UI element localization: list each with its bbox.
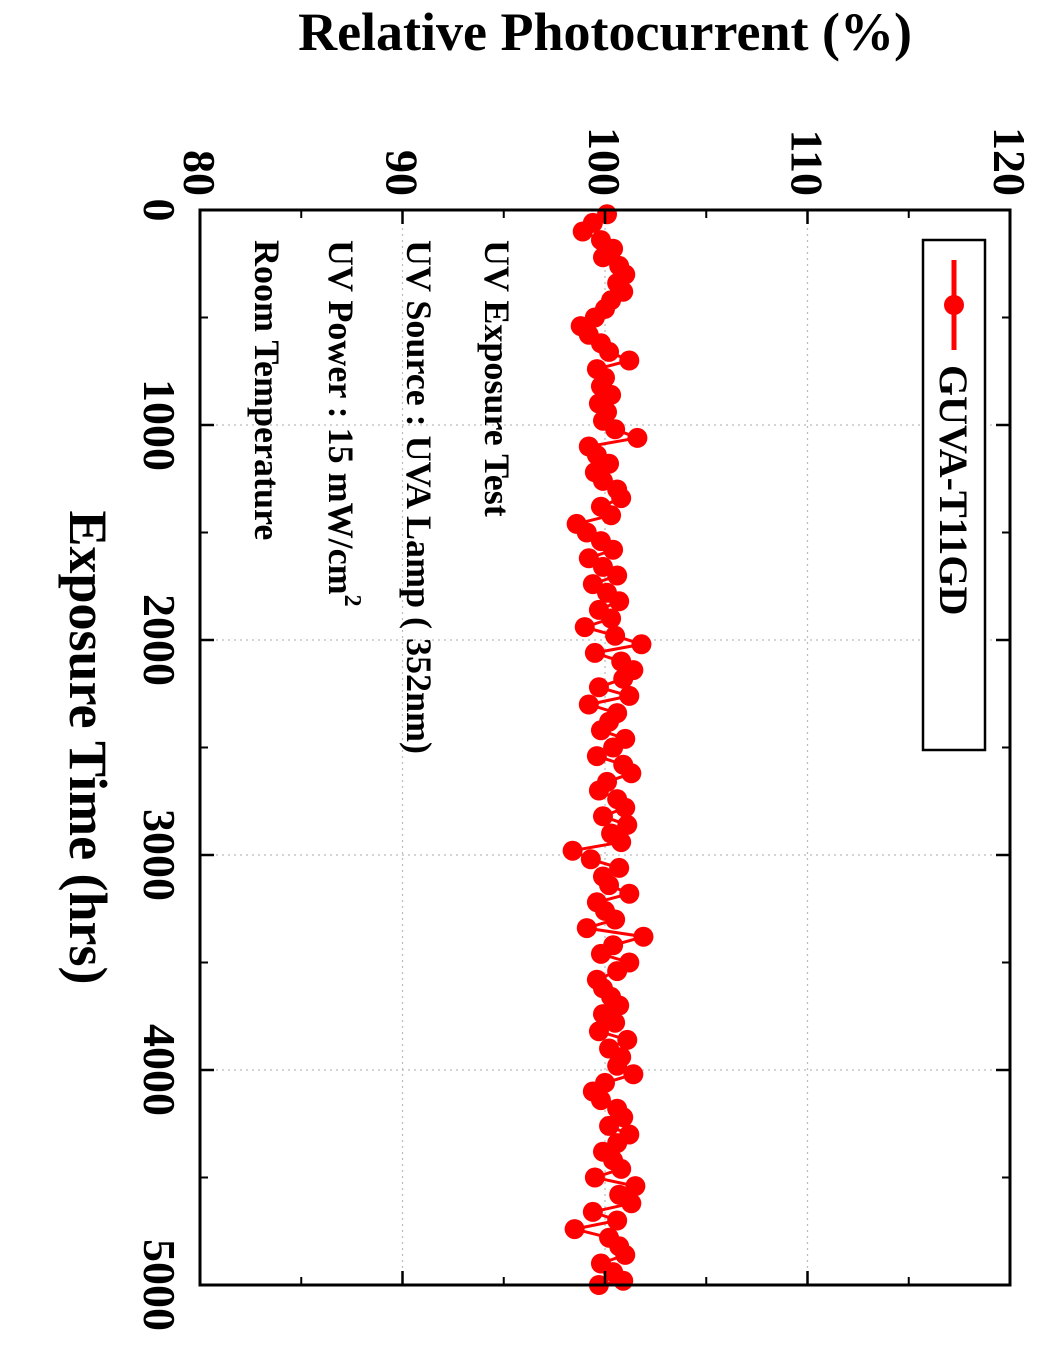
data-point <box>572 221 593 242</box>
legend: GUVA-T11GD <box>921 238 987 752</box>
data-point <box>603 737 624 758</box>
data-point <box>603 539 624 560</box>
data-point <box>625 1176 646 1197</box>
data-point <box>607 1210 628 1231</box>
data-point <box>584 642 605 663</box>
data-point <box>609 995 630 1016</box>
y-axis-title: Relative Photocurrent (%) <box>298 2 912 62</box>
y-tick-label: 90 <box>377 150 428 196</box>
data-point <box>617 814 638 835</box>
data-point <box>576 918 597 939</box>
data-point <box>601 505 622 526</box>
rotated-chart-group: 0 1000 2000 3000 4000 5000 80 90 100 110 120 Expos… <box>58 2 1035 1331</box>
data-point <box>621 1193 642 1214</box>
data-point <box>588 677 609 698</box>
data-point <box>605 419 626 440</box>
x-tick-label: 3000 <box>134 809 185 901</box>
x-tick-label: 5000 <box>134 1239 185 1331</box>
data-point <box>607 565 628 586</box>
data-point <box>592 806 613 827</box>
data-point <box>613 668 634 689</box>
legend-box <box>921 238 987 752</box>
data-point <box>592 247 613 268</box>
data-point <box>599 1115 620 1136</box>
annotation-line: Room Temperature <box>247 240 287 540</box>
data-point <box>601 608 622 629</box>
data-point <box>615 797 636 818</box>
x-tick-label: 1000 <box>134 379 185 471</box>
data-point <box>615 1244 636 1265</box>
data-point <box>609 591 630 612</box>
annotation-power-text: UV Power : 15 mW/cm <box>321 240 361 595</box>
data-point <box>611 832 632 853</box>
y-tick-label: 100 <box>579 127 630 196</box>
data-point <box>578 694 599 715</box>
data-point <box>586 746 607 767</box>
data-point <box>588 1021 609 1042</box>
data-point <box>607 1055 628 1076</box>
data-point <box>580 849 601 870</box>
data-point <box>623 1064 644 1085</box>
data-point <box>609 857 630 878</box>
data-series <box>562 204 654 1295</box>
data-point <box>621 763 642 784</box>
data-point <box>590 943 611 964</box>
data-point <box>599 341 620 362</box>
annotation-block: UV Exposure Test UV Source : UVA Lamp ( … <box>247 240 517 754</box>
data-point <box>605 909 626 930</box>
annotation-line: UV Source : UVA Lamp ( 352nm) <box>399 240 439 754</box>
data-point <box>613 1270 634 1291</box>
x-tick-label: 4000 <box>134 1024 185 1116</box>
data-point <box>611 488 632 509</box>
annotation-line: UV Exposure Test <box>477 240 517 517</box>
data-point <box>599 875 620 896</box>
data-point <box>617 1029 638 1050</box>
data-point <box>619 350 640 371</box>
data-point <box>605 1012 626 1033</box>
data-point <box>590 720 611 741</box>
x-tick-label: 2000 <box>134 594 185 686</box>
data-point <box>588 780 609 801</box>
axis-ticks <box>198 208 1012 1287</box>
data-point <box>562 840 583 861</box>
x-axis-title: Exposure Time (hrs) <box>58 510 118 984</box>
x-tick-label: 0 <box>134 199 185 222</box>
data-point <box>584 1167 605 1188</box>
data-point <box>633 926 654 947</box>
data-point <box>574 617 595 638</box>
data-point <box>590 1090 611 1111</box>
data-point <box>564 1219 585 1240</box>
data-point <box>607 961 628 982</box>
data-point <box>605 625 626 646</box>
annotation-superscript: 2 <box>339 595 365 607</box>
data-point <box>619 685 640 706</box>
y-tick-label: 110 <box>782 130 833 196</box>
data-point <box>631 634 652 655</box>
data-point <box>611 1158 632 1179</box>
data-point <box>582 1201 603 1222</box>
data-point <box>619 883 640 904</box>
y-tick-label: 120 <box>984 127 1035 196</box>
y-tick-label: 80 <box>174 150 225 196</box>
legend-marker <box>944 295 964 315</box>
tick-labels: 0 1000 2000 3000 4000 5000 80 90 100 110 120 <box>134 127 1035 1331</box>
legend-label: GUVA-T11GD <box>931 365 976 615</box>
annotation-line: UV Power : 15 mW/cm2 <box>321 240 365 607</box>
data-point <box>627 427 648 448</box>
